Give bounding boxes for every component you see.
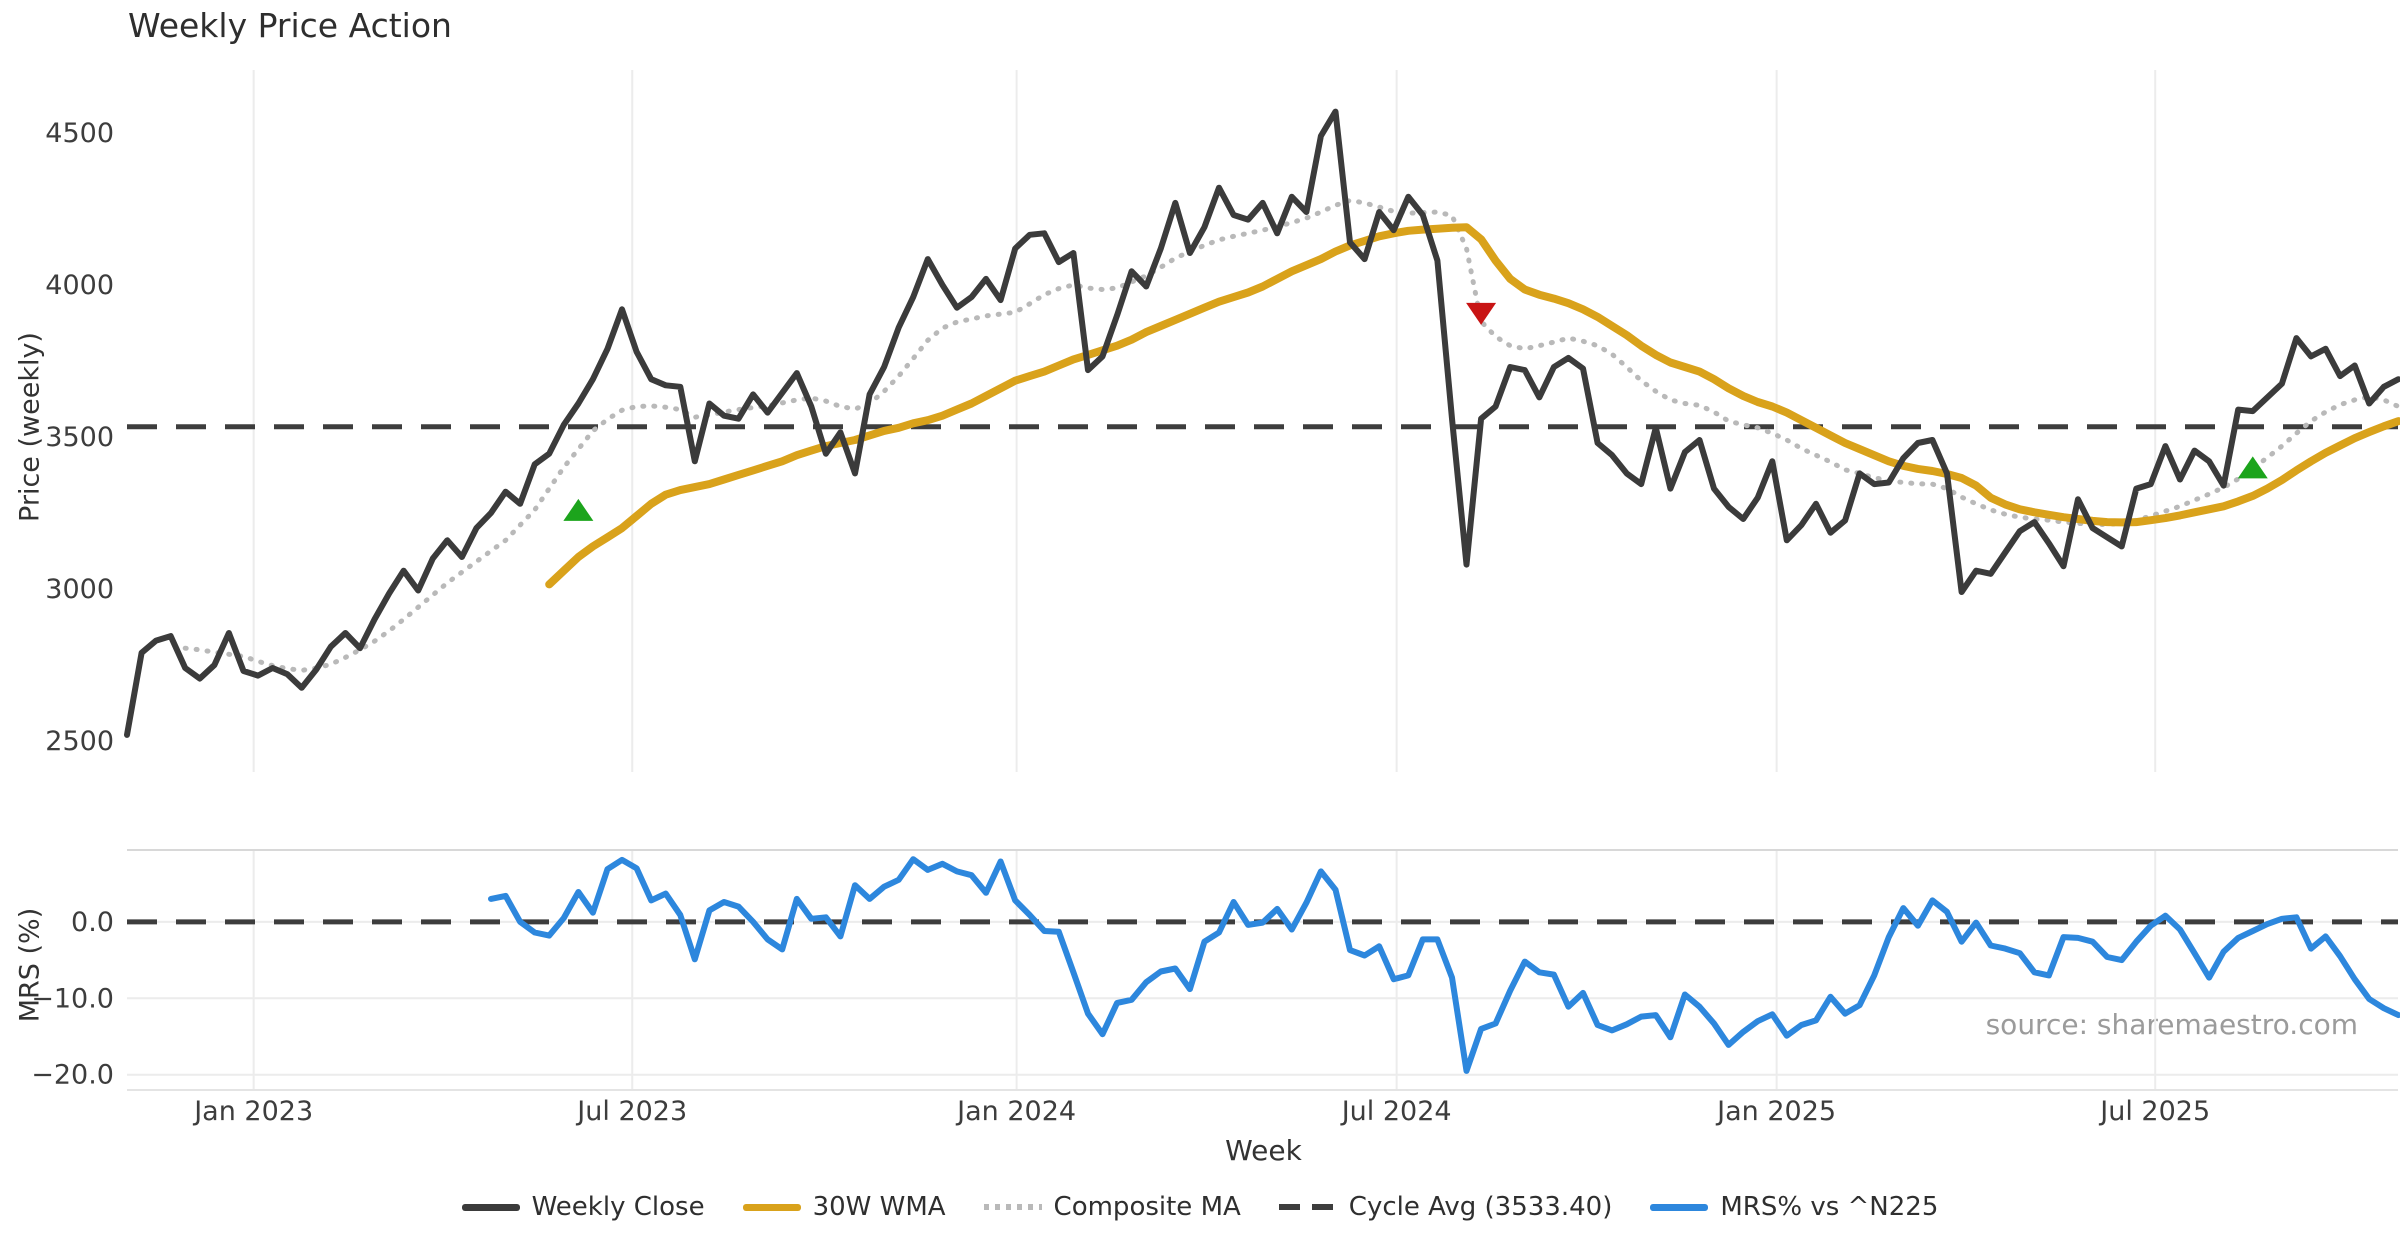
price-tick-label: 4500 (45, 118, 114, 149)
legend-item-composite-ma[interactable]: Composite MA (983, 1192, 1241, 1222)
source-note: source: sharemaestro.com (1985, 1008, 2358, 1041)
composite-ma-line-swatch (983, 1204, 1042, 1210)
x-axis-title: Week (1225, 1134, 1302, 1167)
legend-label: Weekly Close (531, 1192, 705, 1222)
legend-label: Composite MA (1053, 1192, 1241, 1222)
series-weekly-close (124, 108, 2400, 738)
x-tick-label: Jul 2024 (1340, 1096, 1452, 1127)
legend-label: Cycle Avg (3533.40) (1348, 1192, 1613, 1222)
x-tick-label: Jan 2023 (192, 1096, 313, 1127)
legend-label: 30W WMA (812, 1192, 946, 1222)
mrs-line-swatch (1650, 1203, 1709, 1211)
mrs-tick-label: −10.0 (31, 983, 114, 1014)
weekly-close-line-swatch (461, 1203, 520, 1211)
cycle-avg-line-swatch (1278, 1204, 1337, 1210)
legend: Weekly Close 30W WMA Composite MA Cycle … (0, 1192, 2400, 1222)
legend-item-30w-wma[interactable]: 30W WMA (742, 1192, 946, 1222)
legend-item-cycle-avg[interactable]: Cycle Avg (3533.40) (1278, 1192, 1613, 1222)
mrs-tick-label: 0.0 (71, 907, 114, 938)
price-tick-label: 4000 (45, 270, 114, 301)
triangle-up-marker (563, 498, 594, 521)
triangle-up-marker (2237, 456, 2268, 479)
legend-item-weekly-close[interactable]: Weekly Close (461, 1192, 705, 1222)
x-tick-label: Jan 2024 (955, 1096, 1076, 1127)
chart-title: Weekly Price Action (128, 6, 452, 45)
series-composite-ma (182, 197, 2400, 673)
mrs-tick-label: −20.0 (31, 1060, 114, 1091)
wma-line-swatch (742, 1203, 801, 1211)
x-tick-label: Jul 2023 (575, 1096, 687, 1127)
price-tick-label: 3500 (45, 422, 114, 453)
legend-label: MRS% vs ^N225 (1720, 1192, 1939, 1222)
price-tick-label: 3000 (45, 574, 114, 605)
x-tick-label: Jan 2025 (1715, 1096, 1836, 1127)
legend-item-mrs[interactable]: MRS% vs ^N225 (1650, 1192, 1938, 1222)
x-tick-label: Jul 2025 (2098, 1096, 2210, 1127)
triangle-down-marker (1466, 302, 1497, 325)
series-mrs-vs-n225 (488, 856, 2400, 1074)
price-tick-label: 2500 (45, 726, 114, 757)
